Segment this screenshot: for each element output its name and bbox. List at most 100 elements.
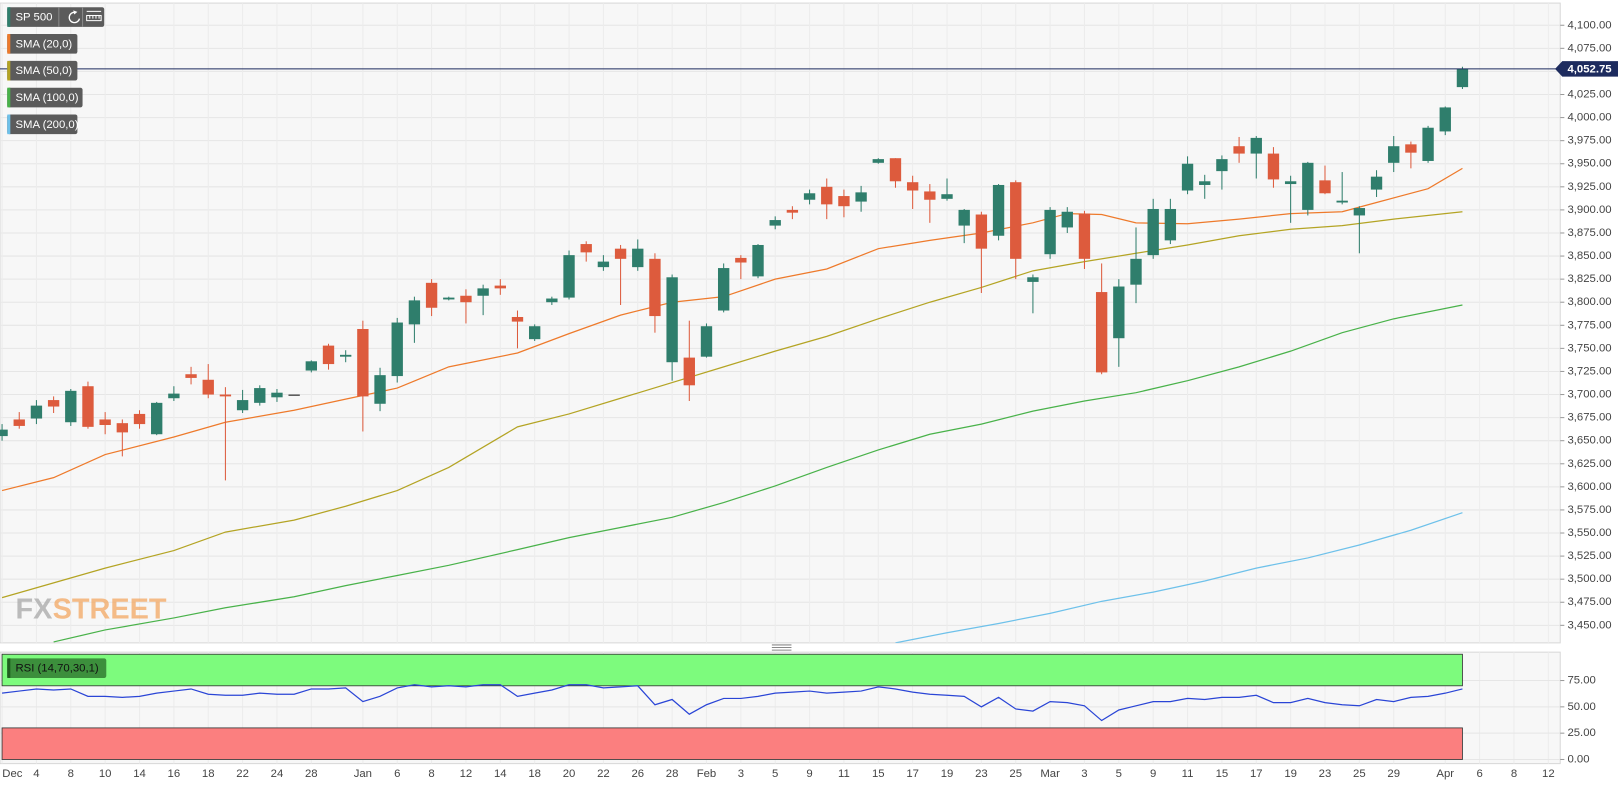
- candle-body: [614, 248, 627, 259]
- candle-body: [1302, 162, 1314, 210]
- x-tick-label: 24: [271, 768, 284, 780]
- legend-item-swatch: [7, 114, 11, 135]
- y-tick-label: 3,850.00: [1567, 250, 1611, 262]
- candle-body: [597, 261, 610, 268]
- candle-body: [494, 285, 506, 289]
- candle-body: [30, 405, 43, 419]
- ruler-icon[interactable]: [86, 10, 102, 22]
- legend-main-swatch: [7, 7, 11, 27]
- y-tick-label: 3,500.00: [1567, 573, 1611, 585]
- x-tick-label: 8: [428, 768, 434, 780]
- candle-body: [374, 375, 386, 404]
- candle-body: [1164, 208, 1177, 241]
- candle-body: [1439, 107, 1451, 132]
- x-tick-label: 11: [1182, 768, 1194, 780]
- x-tick-label: Feb: [697, 768, 717, 780]
- x-tick-label: 19: [941, 768, 954, 780]
- candle-body: [649, 258, 661, 317]
- sma-line: [895, 512, 1463, 643]
- y-tick-label: 3,550.00: [1567, 527, 1611, 539]
- candle-body: [357, 328, 369, 397]
- x-tick-label: 19: [1284, 768, 1297, 780]
- legend-item-box: [7, 60, 78, 81]
- candle-body: [1319, 180, 1331, 194]
- candle-body: [700, 326, 713, 357]
- candle-body: [803, 193, 816, 200]
- x-tick-label: 17: [906, 768, 919, 780]
- x-tick-label: 23: [1319, 768, 1332, 780]
- x-tick-label: 10: [99, 768, 112, 780]
- x-tick-label: 6: [1476, 768, 1482, 780]
- x-tick-label: 8: [1511, 768, 1517, 780]
- candle-body: [1181, 163, 1194, 191]
- y-tick-label: 3,975.00: [1567, 135, 1611, 147]
- x-tick-label: 18: [202, 768, 215, 780]
- candle-body: [1199, 181, 1211, 185]
- candle-body: [1233, 146, 1245, 154]
- x-tick-label: 11: [838, 768, 850, 780]
- candle-body: [1336, 200, 1348, 203]
- y-tick-label: 3,475.00: [1567, 596, 1611, 608]
- panel-divider-handle[interactable]: [771, 644, 792, 651]
- candle-body: [1267, 153, 1280, 180]
- y-tick-label: 50.00: [1567, 701, 1595, 713]
- x-tick-label: Mar: [1040, 768, 1060, 780]
- legend-item-box: [7, 34, 78, 54]
- candle-body: [219, 394, 232, 397]
- y-tick-label: 3,450.00: [1567, 619, 1611, 631]
- candle-body: [202, 379, 214, 395]
- x-tick-label: 18: [528, 768, 541, 780]
- legend-item-label: SMA (50,0): [15, 65, 72, 77]
- x-tick-label: Apr: [1436, 768, 1454, 780]
- y-tick-label: 75.00: [1567, 675, 1595, 687]
- candle-body: [288, 394, 300, 396]
- candle-body: [769, 220, 781, 226]
- candle-body: [838, 196, 850, 207]
- legend-item-box: [7, 114, 78, 135]
- x-tick-label: 16: [168, 768, 181, 780]
- x-tick-label: 3: [738, 768, 744, 780]
- x-tick-label: 3: [1081, 768, 1087, 780]
- candle-body: [13, 419, 25, 426]
- candle-body: [511, 316, 524, 322]
- y-tick-label: 4,100.00: [1567, 19, 1611, 31]
- candle-body: [1130, 258, 1142, 285]
- x-tick-label: 5: [1116, 768, 1122, 780]
- x-tick-label: Dec: [2, 768, 23, 780]
- candle-body: [906, 182, 919, 191]
- x-tick-label: 5: [772, 768, 778, 780]
- candle-body: [408, 300, 421, 325]
- y-tick-label: 3,600.00: [1567, 481, 1611, 493]
- sma-line: [1, 211, 1463, 599]
- candle-body: [460, 295, 472, 303]
- main-panel: [0, 2, 1561, 644]
- candle-body: [855, 192, 867, 202]
- y-tick-label: 3,575.00: [1567, 504, 1611, 516]
- candle-body: [1284, 181, 1297, 185]
- candle-body: [1113, 286, 1125, 339]
- y-tick-label: 25.00: [1567, 727, 1595, 739]
- candle-body: [1147, 208, 1159, 256]
- candle-body: [305, 361, 317, 371]
- candle-body: [1027, 277, 1039, 282]
- candle-body: [0, 429, 8, 437]
- current-price-label: 4,052.75: [1567, 63, 1611, 75]
- x-tick-label: 29: [1387, 768, 1400, 780]
- y-tick-label: 3,725.00: [1567, 365, 1611, 377]
- legend-item-swatch: [7, 60, 11, 81]
- watermark-fx: FX: [15, 594, 52, 626]
- candle-body: [872, 159, 884, 163]
- x-tick-label: 12: [460, 768, 473, 780]
- candle-body: [752, 244, 764, 277]
- candle-body: [271, 392, 283, 398]
- candle-body: [82, 386, 94, 427]
- candle-body: [477, 288, 489, 296]
- candle-body: [443, 297, 455, 300]
- refresh-arrow: [73, 10, 78, 15]
- candle-body: [563, 255, 575, 298]
- x-tick-label: 9: [1150, 768, 1156, 780]
- x-tick-label: 12: [1542, 768, 1555, 780]
- x-tick-label: 9: [806, 768, 812, 780]
- refresh-icon[interactable]: [68, 11, 81, 24]
